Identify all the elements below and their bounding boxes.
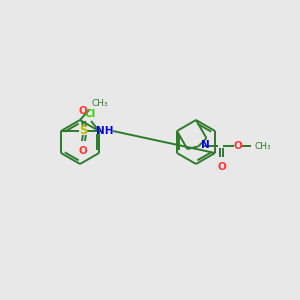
Text: CH₃: CH₃	[254, 142, 271, 151]
Text: NH: NH	[96, 126, 114, 136]
Text: S: S	[79, 124, 87, 137]
Text: O: O	[233, 141, 242, 151]
Text: O: O	[79, 106, 87, 116]
Text: O: O	[217, 162, 226, 172]
Text: N: N	[202, 140, 210, 150]
Text: Cl: Cl	[84, 109, 96, 119]
Text: O: O	[79, 146, 87, 156]
Text: CH₃: CH₃	[91, 99, 108, 108]
